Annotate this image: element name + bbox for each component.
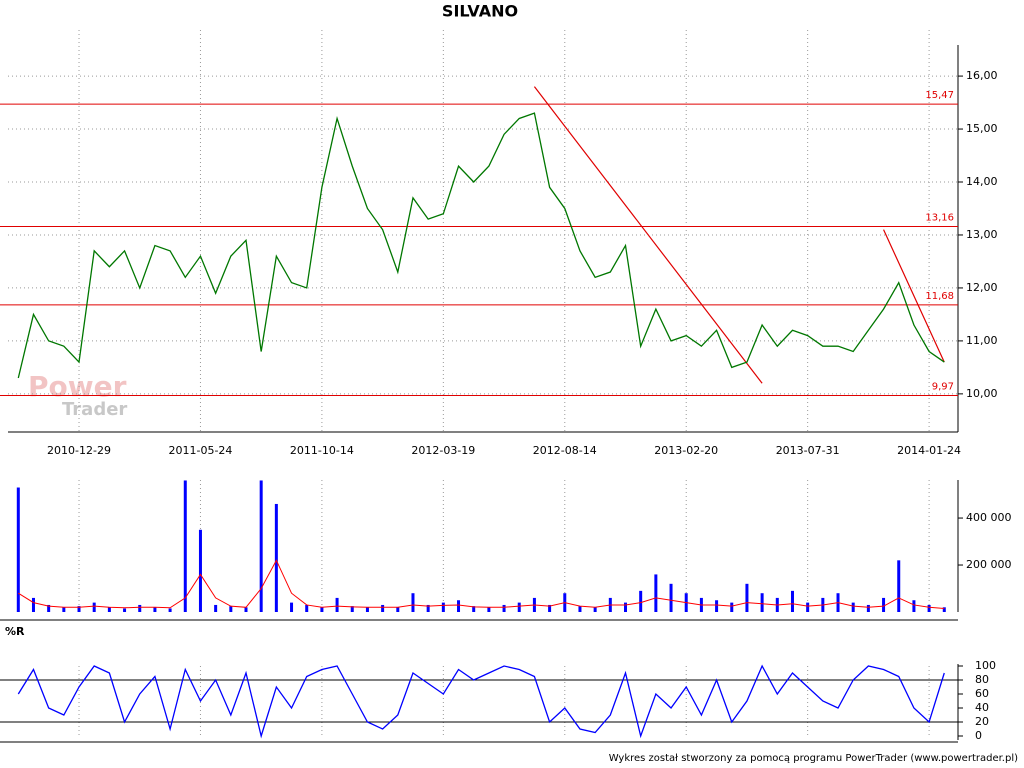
- volume-bar: [790, 590, 794, 612]
- volume-bar: [320, 607, 324, 612]
- volume-bar: [244, 607, 248, 612]
- volume-bar: [730, 602, 734, 612]
- support-label: 9,97: [932, 381, 954, 392]
- y-tick-label: 0: [975, 729, 982, 742]
- volume-bar: [472, 606, 476, 612]
- volume-bar: [335, 597, 339, 612]
- volume-bar: [305, 604, 309, 612]
- volume-bar: [153, 607, 157, 612]
- y-tick-label: 80: [975, 673, 989, 686]
- y-tick-label: 200 000: [966, 558, 1012, 571]
- volume-bar: [548, 604, 552, 612]
- volume-bar: [350, 606, 354, 612]
- y-tick-label: 400 000: [966, 511, 1012, 524]
- volume-bar: [274, 503, 278, 612]
- volume-bar: [259, 480, 263, 612]
- panel-title: %R: [5, 625, 25, 638]
- y-tick-label: 15,00: [966, 122, 998, 135]
- y-tick-label: 16,00: [966, 69, 998, 82]
- volume-bar: [806, 602, 810, 612]
- price-line: [17, 664, 945, 739]
- support-label: 15,47: [925, 90, 954, 101]
- x-tick-label: 2011-05-24: [168, 444, 232, 457]
- volume-bar: [31, 597, 35, 612]
- footer: Wykres został stworzony za pomocą progra…: [609, 753, 1018, 764]
- volume-bar: [16, 487, 20, 612]
- volume-bar: [745, 583, 749, 612]
- watermark: Trader: [62, 399, 127, 420]
- volume-bar: [487, 607, 491, 612]
- volume-bar: [411, 593, 415, 612]
- volume-bar: [290, 602, 294, 612]
- volume-average: [18, 559, 945, 609]
- y-tick-label: 10,00: [966, 387, 998, 400]
- volume-bar: [912, 600, 916, 612]
- x-tick-label: 2010-12-29: [47, 444, 111, 457]
- volume-bar: [927, 604, 931, 612]
- volume-bar: [669, 583, 673, 612]
- volume-bar: [183, 480, 187, 612]
- volume-bar: [882, 597, 886, 612]
- volume-bar: [229, 606, 233, 612]
- volume-bar: [593, 607, 597, 612]
- y-tick-label: 60: [975, 687, 989, 700]
- y-tick-label: 100: [975, 659, 996, 672]
- volume-bar: [198, 529, 202, 612]
- support-label: 13,16: [925, 212, 954, 223]
- trend-line: [533, 86, 763, 384]
- volume-bar: [365, 607, 369, 612]
- volume-bar: [426, 604, 430, 612]
- volume-bar: [396, 607, 400, 612]
- volume-bar: [123, 608, 127, 612]
- volume-bar: [866, 604, 870, 612]
- volume-bar: [47, 604, 51, 612]
- volume-bar: [77, 606, 81, 612]
- x-tick-label: 2014-01-24: [897, 444, 961, 457]
- volume-bar: [107, 607, 111, 612]
- volume-bar: [502, 604, 506, 612]
- volume-bar: [92, 602, 96, 612]
- volume-bar: [517, 602, 521, 612]
- support-label: 11,68: [925, 291, 954, 302]
- volume-bar: [942, 607, 946, 612]
- x-tick-label: 2012-08-14: [533, 444, 597, 457]
- x-tick-label: 2011-10-14: [290, 444, 354, 457]
- y-tick-label: 40: [975, 701, 989, 714]
- price-line: [17, 112, 945, 379]
- volume-bar: [624, 602, 627, 612]
- volume-bar: [715, 600, 719, 612]
- chart-title: SILVANO: [442, 2, 518, 21]
- x-tick-label: 2013-07-31: [776, 444, 840, 457]
- volume-bar: [639, 590, 643, 612]
- y-tick-label: 20: [975, 715, 989, 728]
- volume-bar: [578, 606, 582, 612]
- y-tick-label: 14,00: [966, 175, 998, 188]
- volume-bar: [897, 560, 901, 612]
- y-tick-label: 13,00: [966, 228, 998, 241]
- volume-bar: [381, 604, 385, 612]
- volume-bar: [654, 574, 658, 612]
- x-tick-label: 2012-03-19: [411, 444, 475, 457]
- volume-bar: [214, 604, 218, 612]
- y-tick-label: 12,00: [966, 281, 998, 294]
- volume-bar: [138, 604, 142, 612]
- watermark: Power: [28, 370, 127, 403]
- volume-bar: [62, 607, 66, 612]
- volume-bar: [851, 602, 855, 612]
- volume-bar: [760, 593, 764, 612]
- y-tick-label: 11,00: [966, 334, 998, 347]
- volume-bar: [457, 600, 461, 612]
- trend-line: [883, 229, 945, 363]
- x-tick-label: 2013-02-20: [654, 444, 718, 457]
- volume-bar: [441, 602, 445, 612]
- volume-bar: [168, 608, 172, 612]
